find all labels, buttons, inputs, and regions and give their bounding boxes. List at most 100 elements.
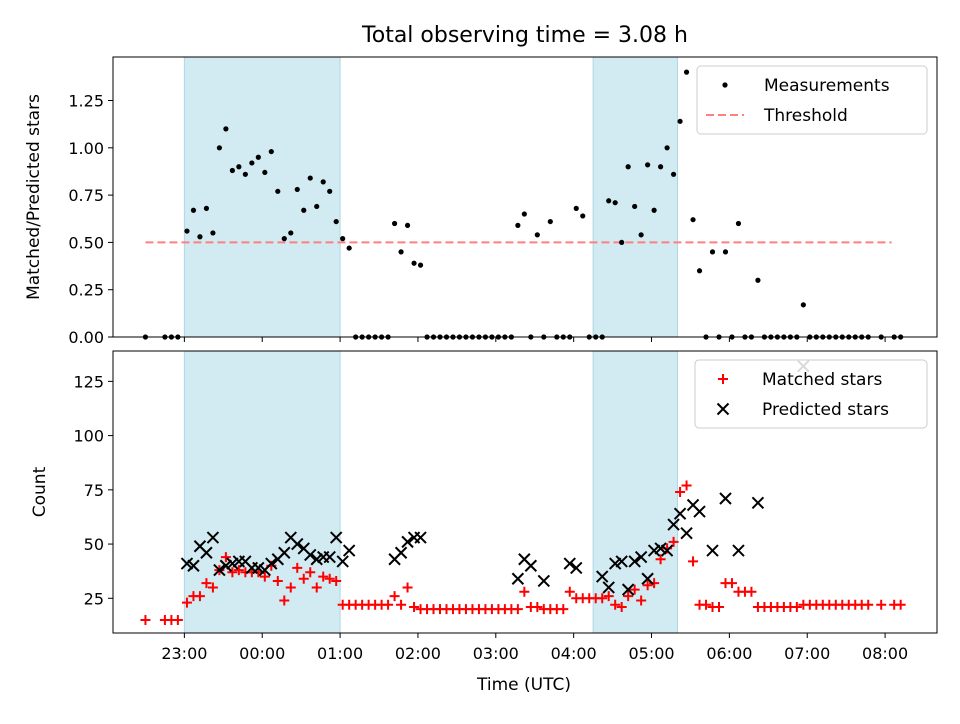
measurement-point (294, 186, 300, 193)
measurement-point (670, 171, 677, 177)
y-tick-label: 1.00 (68, 139, 104, 158)
matched-star-point (616, 601, 627, 612)
y-tick-label: 0.50 (68, 233, 104, 252)
predicted-star-point (537, 574, 551, 588)
measurement-point (320, 179, 326, 185)
measurement-point (677, 118, 683, 124)
legend-marker-measurements (722, 82, 728, 88)
top-panel: 0.00 0.25 0.50 0.75 1.00 1.25 Matched/Predicte… (24, 56, 938, 347)
measurement-point (398, 249, 404, 255)
predicted-star-point (329, 531, 343, 544)
x-tick-label: 07:00 (784, 644, 830, 663)
matched-star-point (597, 593, 608, 604)
y-tick-label: 100 (73, 427, 104, 446)
measurement-point (515, 222, 521, 228)
measurement-point (658, 164, 664, 170)
predicted-star-point (680, 527, 693, 540)
x-tick-label: 01:00 (317, 644, 363, 663)
matched-star-point (383, 599, 394, 610)
y-tick-label: 125 (73, 372, 104, 391)
measurement-point (216, 145, 223, 151)
measurement-point (314, 203, 320, 210)
measurement-point (307, 175, 313, 181)
measurement-point (288, 230, 294, 236)
measurement-point (606, 198, 612, 204)
matched-star-point (629, 584, 640, 595)
measurement-point (184, 228, 190, 234)
matched-star-point (713, 601, 724, 612)
measurement-point (197, 234, 203, 240)
y-tick-label: 25 (84, 589, 104, 608)
matched-star-point (409, 601, 420, 612)
predicted-star-point (342, 544, 356, 557)
matched-star-point (305, 567, 316, 578)
predicted-star-point (524, 559, 538, 572)
measurement-point (612, 200, 618, 206)
measurement-point (619, 239, 625, 246)
matched-star-point (863, 599, 874, 610)
measurement-point (249, 160, 255, 166)
predicted-star-point (304, 548, 317, 562)
measurement-point (301, 207, 307, 213)
legend-box (694, 359, 928, 429)
measurement-point (664, 145, 670, 151)
predicted-star-point (414, 531, 427, 544)
matched-star-point (285, 582, 296, 593)
x-tick-label: 23:00 (161, 644, 207, 663)
matched-star-point (558, 604, 569, 615)
predicted-star-point (401, 535, 414, 549)
measurement-point (690, 217, 696, 223)
matched-star-point (726, 578, 737, 589)
y-tick-label: 0.75 (68, 186, 104, 205)
predicted-star-point (719, 492, 732, 505)
matched-star-point (701, 599, 712, 610)
measurement-point (268, 148, 274, 155)
measurement-point (404, 222, 411, 228)
matched-star-point (876, 599, 887, 610)
y-tick-label: 0.25 (68, 281, 104, 300)
predicted-star-point (641, 572, 654, 585)
predicted-star-point (200, 546, 213, 559)
x-tick-label: 05:00 (628, 644, 674, 663)
x-tick-label: 04:00 (551, 644, 597, 663)
predicted-star-point (336, 555, 349, 568)
matched-star-point (746, 586, 757, 597)
matched-star-point (207, 582, 218, 593)
measurement-point (190, 207, 197, 213)
matched-star-point (688, 556, 699, 567)
measurement-point (755, 277, 761, 283)
matched-star-point (233, 565, 244, 576)
measurement-point (411, 260, 417, 266)
measurement-point (800, 302, 806, 308)
measurement-point (333, 218, 339, 225)
matched-star-point (623, 591, 634, 602)
matched-star-point (259, 571, 270, 582)
shaded-interval (592, 56, 678, 338)
predicted-star-point (278, 546, 291, 559)
predicted-star-point (693, 505, 706, 518)
measurement-point (534, 232, 540, 238)
legend-label: Measurements (764, 76, 890, 96)
measurement-point (735, 220, 742, 227)
legend: Matched stars Predicted stars (694, 359, 928, 429)
predicted-star-point (596, 570, 609, 583)
matched-star-point (402, 582, 413, 593)
predicted-star-point (751, 496, 765, 510)
matched-star-point (298, 573, 309, 584)
measurement-point (417, 262, 424, 268)
measurement-point (242, 171, 248, 177)
legend-label: Predicted stars (762, 400, 889, 420)
matched-star-point (331, 575, 342, 586)
matched-star-point (603, 591, 614, 602)
measurement-point (346, 245, 352, 251)
measurement-point (340, 236, 346, 242)
matched-star-point (181, 597, 192, 608)
measurement-point (632, 203, 638, 210)
predicted-star-point (615, 555, 628, 568)
predicted-star-point (206, 531, 220, 544)
predicted-star-point (213, 563, 226, 577)
matched-star-point (681, 480, 692, 491)
matched-star-point (318, 571, 329, 582)
matched-star-point (512, 604, 523, 615)
predicted-star-point (265, 557, 278, 570)
